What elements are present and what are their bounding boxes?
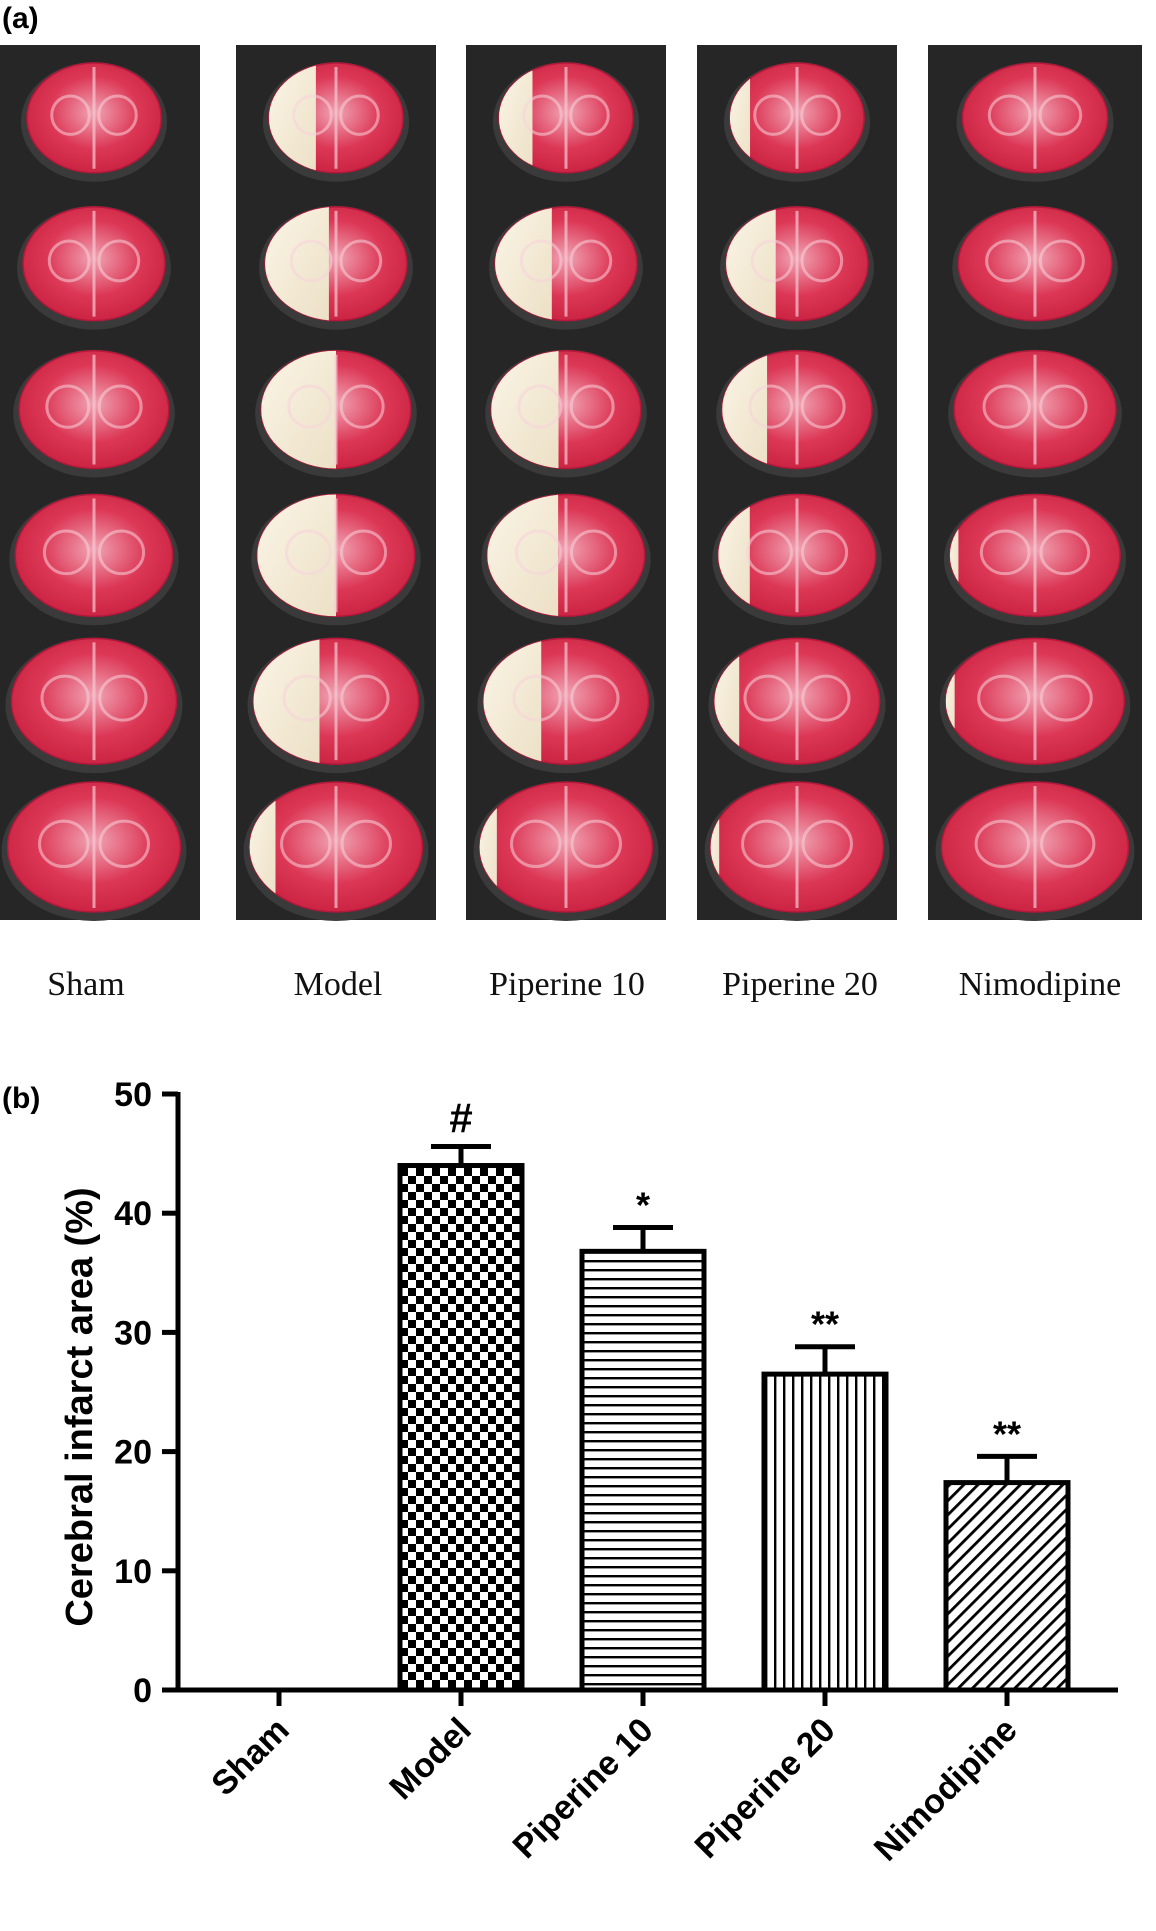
brain-slice — [243, 781, 429, 921]
brain-slice — [956, 62, 1114, 182]
brain-slice — [13, 349, 175, 478]
photo-strip — [928, 45, 1142, 921]
panel-a-group-labels: Sham Model Piperine 10 Piperine 20 Nimodipin… — [47, 966, 1121, 1003]
brain-slice — [952, 205, 1118, 330]
group-label: Nimodipine — [959, 966, 1121, 1003]
brain-slice — [1, 781, 187, 921]
strip-background — [0, 45, 200, 920]
infarct-region — [945, 638, 955, 765]
brain-slice — [716, 349, 878, 478]
brain-slice — [948, 349, 1122, 478]
brain-slice — [935, 781, 1135, 921]
x-tick-label: Sham — [204, 1711, 296, 1803]
panel-a-label: (a) — [2, 2, 39, 35]
strip-background — [236, 45, 436, 920]
bar — [579, 1248, 707, 1693]
y-tick-label: 10 — [114, 1553, 152, 1591]
infarct-region — [710, 782, 720, 912]
group-label: Sham — [47, 966, 124, 1003]
brain-slice — [704, 781, 890, 921]
significance-marker: * — [636, 1185, 650, 1226]
brain-slice — [708, 637, 886, 774]
x-tick-label: Nimodipine — [867, 1711, 1025, 1869]
brain-slice — [473, 781, 659, 921]
brain-slice — [712, 493, 882, 626]
brain-slice — [485, 349, 647, 478]
strip-background — [697, 45, 897, 920]
photo-strip — [466, 45, 666, 921]
y-tick-label: 30 — [114, 1314, 152, 1352]
brain-slice — [255, 349, 417, 478]
significance-marker: # — [449, 1094, 472, 1141]
brain-slice — [247, 637, 425, 774]
brain-slice — [5, 637, 183, 774]
y-axis-title: Cerebral infarct area (%) — [59, 1187, 101, 1626]
y-tick-label: 40 — [114, 1195, 152, 1233]
brain-slice — [723, 62, 871, 182]
y-tick-label: 50 — [114, 1076, 152, 1114]
strip-background — [466, 45, 666, 920]
x-tick-label: Model — [382, 1711, 478, 1807]
bars: #***** — [397, 1094, 1071, 1693]
group-label: Piperine 20 — [722, 966, 878, 1003]
brain-slice — [720, 205, 874, 330]
group-label: Piperine 10 — [489, 966, 645, 1003]
significance-marker: ** — [811, 1304, 839, 1345]
brain-slice — [20, 62, 168, 182]
brain-slice — [251, 493, 421, 626]
y-axis: 0 10 20 30 40 50 — [114, 1076, 181, 1710]
bar-chart: Cerebral infarct area (%) 0 10 20 30 40 50 Sh… — [59, 1076, 1118, 1869]
strip-background — [928, 45, 1142, 920]
brain-slice — [9, 493, 179, 626]
brain-slice — [943, 493, 1127, 626]
panel-a-photo-strips — [0, 45, 1142, 921]
photo-strip — [697, 45, 897, 921]
bar — [397, 1163, 525, 1693]
x-tick-label: Piperine 20 — [688, 1711, 843, 1866]
brain-slice — [489, 205, 643, 330]
brain-slice — [262, 62, 410, 182]
x-tick-label: Piperine 10 — [506, 1711, 661, 1866]
brain-slice — [492, 62, 640, 182]
brain-slice — [17, 205, 171, 330]
brain-slice — [259, 205, 413, 330]
x-axis: Sham Model Piperine 10 Piperine 20 Nimodipin… — [178, 1687, 1118, 1869]
bar — [761, 1371, 889, 1693]
photo-strip — [0, 45, 200, 921]
brain-slice — [477, 637, 655, 774]
photo-strip — [236, 45, 436, 921]
y-tick-label: 0 — [133, 1672, 152, 1710]
infarct-region — [949, 494, 959, 617]
significance-marker: ** — [993, 1413, 1021, 1454]
brain-slice — [481, 493, 651, 626]
brain-slice — [939, 637, 1131, 774]
panel-b-label: (b) — [2, 1082, 40, 1115]
bar — [943, 1480, 1071, 1693]
group-label: Model — [294, 966, 383, 1003]
y-tick-label: 20 — [114, 1434, 152, 1472]
